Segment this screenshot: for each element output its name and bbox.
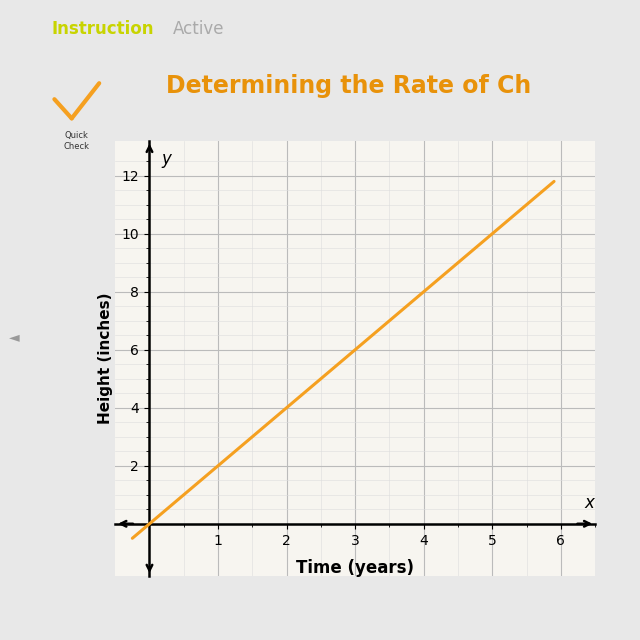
Text: Instruction: Instruction <box>51 20 154 38</box>
Text: Check: Check <box>64 142 90 151</box>
Text: x: x <box>585 494 595 512</box>
Text: Quick: Quick <box>65 131 89 140</box>
Text: y: y <box>162 150 172 168</box>
Y-axis label: Height (inches): Height (inches) <box>98 292 113 424</box>
Text: Determining the Rate of Ch: Determining the Rate of Ch <box>166 74 532 99</box>
Text: Active: Active <box>173 20 224 38</box>
Text: ◄: ◄ <box>9 330 20 344</box>
X-axis label: Time (years): Time (years) <box>296 559 414 577</box>
